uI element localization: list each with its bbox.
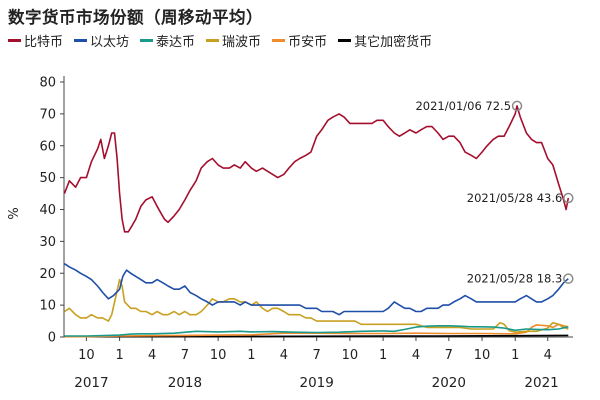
legend-swatch (206, 39, 220, 42)
legend-item: 其它加密货币 (338, 31, 432, 50)
x-year-label: 2019 (300, 375, 334, 391)
series-line-币安币 (64, 323, 569, 338)
x-tick-label: 4 (544, 348, 552, 363)
x-tick-label: 1 (247, 348, 255, 363)
legend-swatch (338, 39, 352, 42)
x-tick-label: 7 (313, 348, 321, 363)
x-tick-label: 7 (181, 348, 189, 363)
y-tick-label: 80 (39, 76, 56, 91)
legend-swatch (8, 39, 21, 42)
y-tick-label: 50 (39, 171, 56, 186)
y-tick-label: 10 (39, 299, 56, 314)
annotation-label: 2021/05/28 18.3 (467, 272, 563, 286)
legend-label: 瑞波币 (222, 35, 262, 50)
y-tick-label: 70 (39, 107, 56, 122)
legend-item: 以太坊 (74, 31, 129, 50)
x-tick-label: 4 (148, 348, 156, 363)
legend-label: 比特币 (24, 35, 64, 50)
chart-title: 数字货币市场份额（周移动平均） (8, 8, 263, 27)
x-tick-label: 4 (412, 348, 420, 363)
annotation-marker (563, 273, 574, 284)
x-tick-label: 7 (445, 348, 453, 363)
legend-label: 以太坊 (90, 35, 130, 50)
x-tick-label: 1 (511, 348, 519, 363)
x-year-label: 2017 (74, 375, 108, 391)
x-tick-label: 1 (379, 348, 387, 363)
y-tick-label: 60 (39, 139, 56, 154)
legend-item: 瑞波币 (206, 31, 261, 50)
x-tick-label: 10 (342, 348, 359, 363)
y-tick-label: 40 (39, 203, 56, 218)
x-year-label: 2020 (432, 375, 466, 391)
chart-legend: 比特币 以太坊 泰达币 瑞波币 币安币 其它加密货币 (8, 31, 443, 50)
y-tick-label: 0 (48, 331, 56, 346)
series-line-比特币 (63, 105, 570, 233)
legend-item: 比特币 (8, 31, 63, 50)
x-tick-label: 10 (78, 348, 95, 363)
x-year-label: 2018 (168, 375, 202, 391)
legend-item: 泰达币 (140, 31, 195, 50)
legend-swatch (272, 39, 286, 42)
x-year-label: 2021 (524, 375, 558, 391)
legend-swatch (74, 39, 88, 42)
x-tick-label: 10 (474, 348, 491, 363)
y-tick-label: 20 (39, 267, 56, 282)
series-line-以太坊 (63, 263, 569, 316)
x-tick-label: 10 (210, 348, 227, 363)
legend-label: 其它加密货币 (354, 35, 433, 50)
x-tick-label: 4 (280, 348, 288, 363)
series-line-瑞波币 (63, 278, 569, 333)
legend-item: 币安币 (272, 31, 327, 50)
annotation-label: 2021/05/28 43.6 (467, 191, 563, 205)
annotation-marker (563, 192, 574, 204)
series-line-泰达币 (64, 325, 569, 337)
y-axis-label: % (7, 207, 22, 219)
x-tick-label: 1 (115, 348, 123, 363)
y-tick-label: 30 (39, 235, 56, 250)
annotation-marker (511, 100, 523, 112)
legend-label: 币安币 (288, 35, 328, 50)
annotation-label: 2021/01/06 72.5 (415, 99, 511, 113)
legend-swatch (140, 39, 154, 42)
legend-label: 泰达币 (156, 35, 196, 50)
